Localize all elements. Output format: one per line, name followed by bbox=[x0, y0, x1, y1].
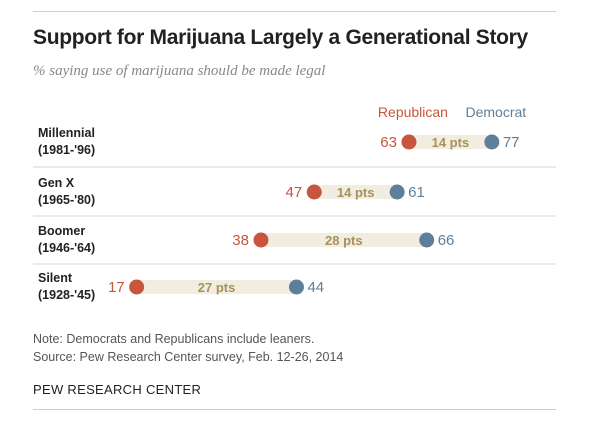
chart-source: Source: Pew Research Center survey, Feb.… bbox=[33, 350, 344, 364]
legend-democrat: Democrat bbox=[465, 104, 526, 120]
bottom-rule bbox=[33, 409, 556, 410]
gap-label-silent: 27 pts bbox=[198, 280, 236, 295]
row-years-millennial: (1981-'96) bbox=[38, 143, 95, 157]
dot-republican-silent bbox=[129, 279, 145, 295]
dot-democrat-millennial bbox=[484, 134, 500, 150]
row-label-gen-x: Gen X bbox=[38, 176, 75, 190]
row-years-silent: (1928-'45) bbox=[38, 288, 95, 302]
legend-republican: Republican bbox=[378, 104, 448, 120]
row-label-millennial: Millennial bbox=[38, 126, 95, 140]
org-name: PEW RESEARCH CENTER bbox=[33, 382, 202, 397]
value-republican-millennial: 63 bbox=[380, 134, 397, 151]
dot-democrat-gen-x bbox=[389, 184, 405, 200]
value-democrat-gen-x: 61 bbox=[408, 184, 425, 201]
chart-subtitle: % saying use of marijuana should be made… bbox=[33, 63, 326, 79]
dot-democrat-silent bbox=[288, 279, 304, 295]
dot-republican-boomer bbox=[253, 232, 269, 248]
value-democrat-millennial: 77 bbox=[503, 134, 520, 151]
gap-bar-millennial bbox=[408, 135, 492, 149]
value-republican-silent: 17 bbox=[108, 279, 125, 296]
gap-bar-silent bbox=[136, 280, 297, 294]
gap-bar-boomer bbox=[260, 233, 427, 247]
top-rule bbox=[33, 11, 556, 12]
row-years-boomer: (1946-'64) bbox=[38, 241, 95, 255]
value-democrat-boomer: 66 bbox=[438, 232, 455, 249]
chart-title: Support for Marijuana Largely a Generati… bbox=[33, 26, 528, 49]
value-republican-boomer: 38 bbox=[232, 232, 249, 249]
chart-note: Note: Democrats and Republicans include … bbox=[33, 332, 315, 346]
gap-label-gen-x: 14 pts bbox=[337, 185, 375, 200]
row-label-boomer: Boomer bbox=[38, 224, 85, 238]
gap-label-millennial: 14 pts bbox=[432, 135, 470, 150]
value-republican-gen-x: 47 bbox=[286, 184, 303, 201]
value-democrat-silent: 44 bbox=[307, 279, 324, 296]
row-years-gen-x: (1965-'80) bbox=[38, 193, 95, 207]
dot-democrat-boomer bbox=[419, 232, 435, 248]
dot-republican-gen-x bbox=[306, 184, 322, 200]
row-label-silent: Silent bbox=[38, 271, 73, 285]
gap-bar-gen-x bbox=[314, 185, 398, 199]
dot-republican-millennial bbox=[401, 134, 417, 150]
gap-label-boomer: 28 pts bbox=[325, 233, 363, 248]
